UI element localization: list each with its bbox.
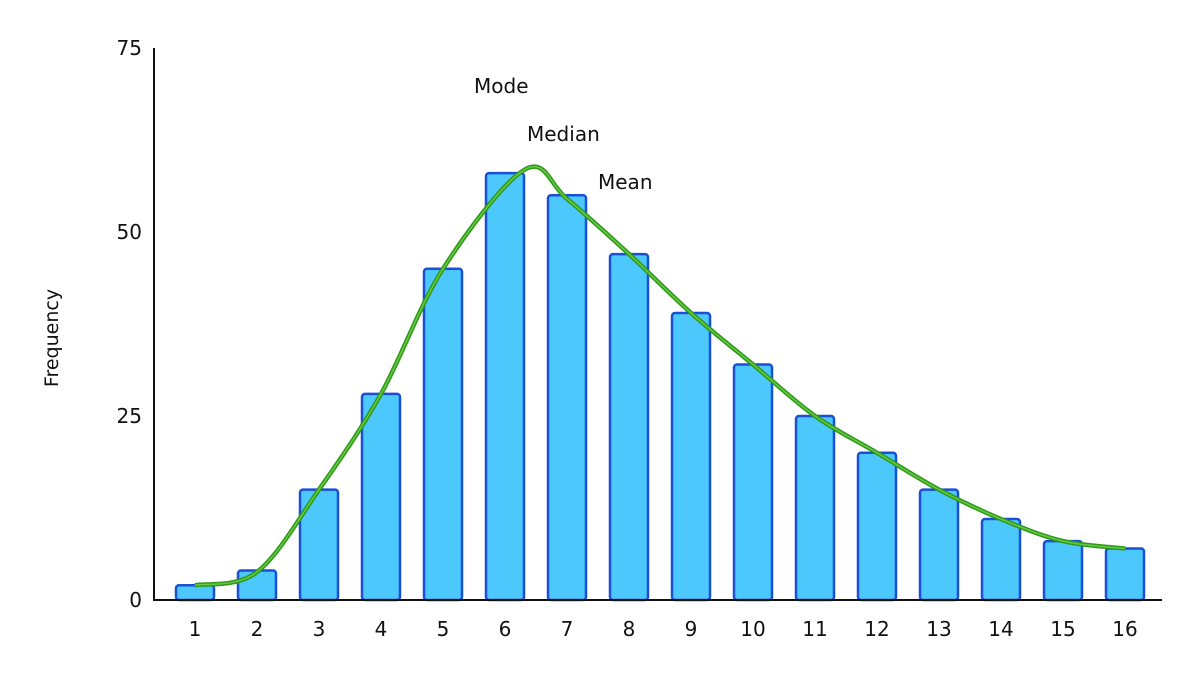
bar-6 [484,171,526,602]
x-tick-15: 15 [1050,617,1076,641]
annotation-mean: Mean [598,170,653,194]
x-tick-1: 1 [188,617,202,641]
x-tick-12: 12 [864,617,890,641]
x-tick-5: 5 [436,617,450,641]
x-tick-9: 9 [684,617,698,641]
bar-8 [608,252,650,602]
x-tick-11: 11 [802,617,828,641]
bar-12 [856,451,898,602]
bar-5 [422,267,464,602]
x-tick-3: 3 [312,617,326,641]
y-tick-0: 0 [129,588,142,612]
y-tick-50: 50 [116,220,142,244]
bar-2 [236,569,278,602]
x-tick-4: 4 [374,617,388,641]
bar-1 [174,584,216,602]
bar-9 [670,311,712,602]
annotation-median: Median [527,122,600,146]
bar-15 [1042,539,1084,602]
x-tick-6: 6 [498,617,512,641]
bar-13 [918,488,960,602]
bar-10 [732,363,774,602]
x-tick-16: 16 [1112,617,1138,641]
x-tick-13: 13 [926,617,952,641]
density-curve-highlight [194,166,1126,587]
x-tick-14: 14 [988,617,1014,641]
x-tick-10: 10 [740,617,766,641]
x-tick-8: 8 [622,617,636,641]
bar-4 [360,392,402,602]
y-tick-75: 75 [116,36,142,60]
bar-11 [794,414,836,602]
axes [153,48,1162,601]
y-tick-25: 25 [116,404,142,428]
y-axis-label: Frequency [41,288,63,388]
x-tick-2: 2 [250,617,264,641]
x-tick-7: 7 [560,617,574,641]
annotation-mode: Mode [474,74,529,98]
bar-16 [1104,547,1146,602]
bar-14 [980,517,1022,602]
bar-7 [546,193,588,602]
